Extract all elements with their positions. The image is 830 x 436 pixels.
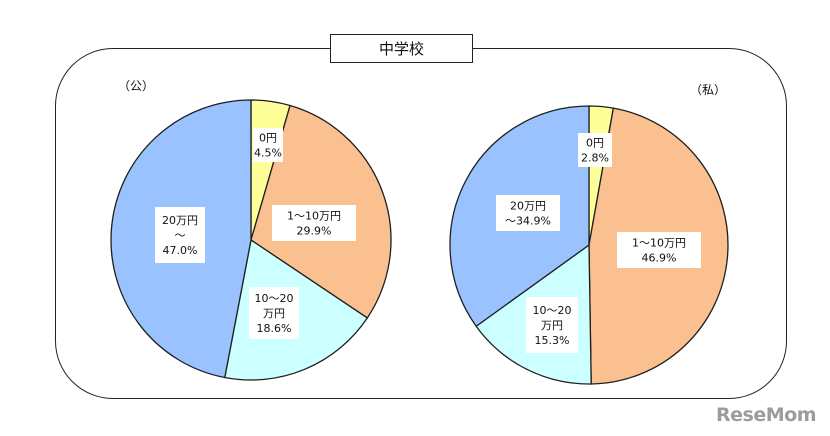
public-label-box-1-10man-yen xyxy=(272,205,356,241)
private-label-10-20man-yen: 10～20 万円 15.3% xyxy=(526,297,578,353)
private-label-text-zero-yen-1: 2.8% xyxy=(581,152,609,165)
private-label-box-zero-yen xyxy=(578,133,612,167)
resemom-logo: ReseMom xyxy=(716,404,816,426)
public-school-label: （公） xyxy=(118,79,155,93)
public-label-text-10-20man-yen-1: 万円 xyxy=(263,307,285,320)
public-label-10-20man-yen: 10～20 万円 18.6% xyxy=(249,287,299,339)
private-label-text-10-20man-yen-1: 万円 xyxy=(541,319,563,332)
private-label-text-10-20man-yen-0: 10～20 xyxy=(533,304,572,317)
private-label-box-1-10man-yen xyxy=(617,232,701,268)
private-label-text-over-20man-yen-1: ～34.9% xyxy=(505,215,551,228)
private-label-text-1-10man-yen-0: 1～10万円 xyxy=(632,237,686,250)
public-label-text-10-20man-yen-0: 10～20 xyxy=(255,292,294,305)
public-label-text-1-10man-yen-0: 1～10万円 xyxy=(287,210,341,223)
public-label-text-zero-yen-1: 4.5% xyxy=(254,147,282,160)
chart-title: 中学校 xyxy=(330,34,473,63)
public-label-text-1-10man-yen-1: 29.9% xyxy=(297,225,332,238)
public-label-text-over-20man-yen-2: 47.0% xyxy=(163,244,198,257)
chart-title-text: 中学校 xyxy=(378,40,424,58)
private-label-box-over-20man-yen xyxy=(496,195,560,231)
public-label-text-over-20man-yen-0: 20万円 xyxy=(162,214,198,227)
private-label-text-zero-yen-0: 0円 xyxy=(586,137,604,150)
private-label-text-10-20man-yen-2: 15.3% xyxy=(535,334,570,347)
private-label-text-over-20man-yen-0: 20万円 xyxy=(510,200,546,213)
private-school-label: （私） xyxy=(690,83,727,97)
private-label-zero-yen: 0円 2.8% xyxy=(578,133,612,167)
private-label-1-10man-yen: 1～10万円 46.9% xyxy=(617,232,701,268)
public-label-1-10man-yen: 1～10万円 29.9% xyxy=(272,205,356,241)
public-label-zero-yen: 0円 4.5% xyxy=(253,128,283,162)
public-label-text-zero-yen-0: 0円 xyxy=(259,132,277,145)
public-label-text-over-20man-yen-1: ～ xyxy=(175,229,186,242)
public-label-box-10-20man-yen xyxy=(249,287,299,339)
private-label-over-20man-yen: 20万円 ～34.9% xyxy=(496,195,560,231)
public-label-text-10-20man-yen-2: 18.6% xyxy=(257,322,292,335)
public-label-box-zero-yen xyxy=(253,128,283,162)
public-label-over-20man-yen: 20万円 ～ 47.0% xyxy=(155,207,205,263)
public-label-box-over-20man-yen xyxy=(155,207,205,263)
private-label-box-10-20man-yen xyxy=(526,297,578,353)
private-label-text-1-10man-yen-1: 46.9% xyxy=(642,252,677,265)
